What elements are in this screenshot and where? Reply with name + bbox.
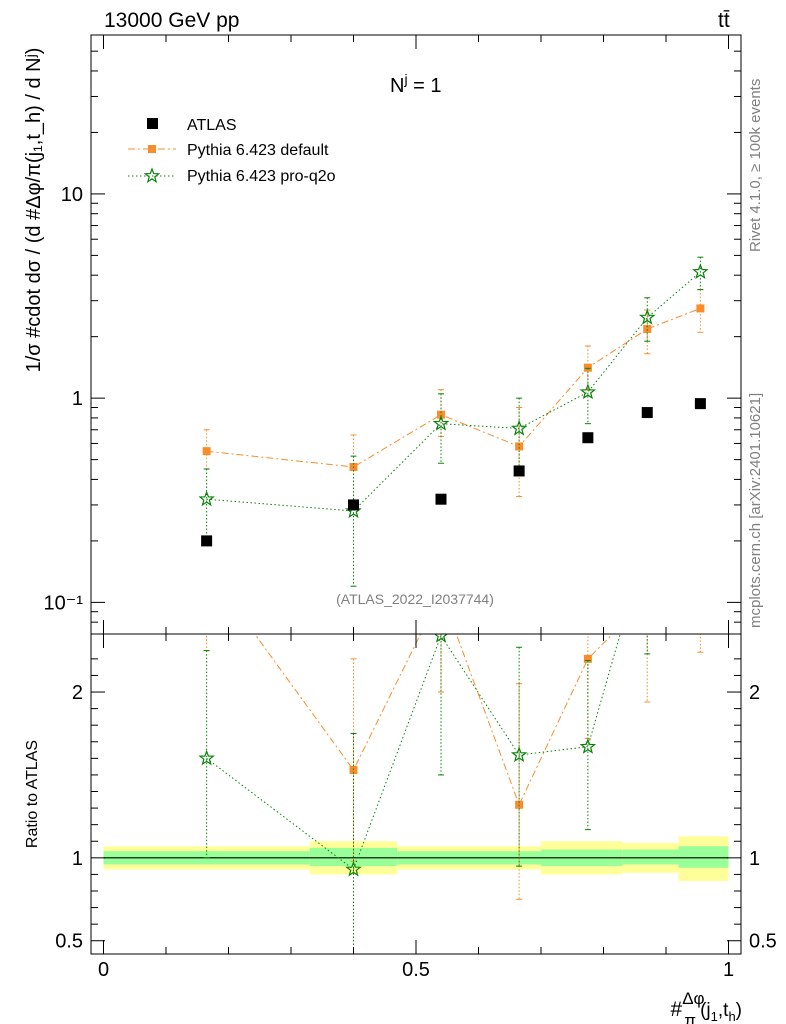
main-y-tick-label: 10⁻¹	[44, 592, 84, 614]
main-point-atlas	[348, 499, 359, 511]
main-point-atlas	[435, 493, 447, 505]
main-point-pythia-6-423-pro-q2o	[692, 263, 709, 279]
ratio-y-axis-label: Ratio to ATLAS	[24, 740, 41, 848]
panel-title: Nj = 1	[390, 71, 442, 97]
rivet-label: Rivet 4.1.0, ≥ 100k events	[747, 79, 764, 252]
ratio-point-pythia-6-423-pro-q2o	[579, 737, 597, 754]
ratio-point-pythia-6-423-default	[696, 534, 704, 542]
ratio-point-pythia-6-423-pro-q2o	[345, 860, 362, 877]
analysis-watermark: (ATLAS_2022_I2037744)	[336, 591, 494, 607]
main-point-pythia-6-423-pro-q2o	[579, 383, 597, 400]
x-tick-label: 1	[723, 959, 734, 981]
main-point-pythia-6-423-pro-q2o	[432, 414, 450, 431]
ratio-y-tick-label-right: 1	[749, 848, 760, 870]
main-point-atlas	[694, 398, 706, 410]
legend-entry-pythia-default: Pythia 6.423 default	[128, 142, 329, 159]
ratio-point-pythia-6-423-pro-q2o	[198, 749, 215, 766]
ratio-y-tick-label: 2	[72, 682, 83, 704]
ratio-point-pythia-6-423-default	[203, 564, 211, 572]
ratio-axis-ticks: 0.5 0.5 1 1 2 2 0 0.5 1	[55, 634, 777, 981]
main-point-pythia-6-423-default	[437, 410, 445, 419]
ratio-line-pythia-6-423-pro-q2o	[206, 634, 621, 871]
ratio-point-pythia-6-423-default	[583, 654, 592, 663]
main-plot-area	[198, 256, 709, 587]
ratio-y-tick-label-right: 2	[749, 682, 760, 704]
ratio-panel: 0.5 0.5 1 1 2 2 0 0.5 1 Ratio to ATLAS #Δφ π (j1,t…	[24, 285, 777, 1024]
main-point-pythia-6-423-default	[583, 363, 592, 372]
ratio-band-inner	[622, 849, 679, 865]
main-y-tick-label: 1	[72, 388, 83, 410]
ratio-point-pythia-6-423-default	[643, 595, 651, 603]
legend-entry-atlas: ATLAS	[147, 117, 237, 134]
main-point-atlas	[641, 407, 653, 419]
legend-marker-atlas	[147, 118, 158, 129]
mcplots-label: mcplots.cern.ch [arXiv:2401.10621]	[747, 393, 764, 628]
main-y-axis-label: 1/σ #cdot dσ / (d #Δφ/π(j₁,t_h) / d Nʲ)	[23, 48, 45, 373]
x-tick-label: 0	[98, 959, 109, 981]
legend-label-pythia-default: Pythia 6.423 default	[187, 142, 329, 159]
main-point-pythia-6-423-pro-q2o	[510, 419, 528, 436]
process-label: tt̄	[718, 9, 730, 32]
ratio-point-pythia-6-423-pro-q2o	[510, 746, 528, 763]
ratio-point-pythia-6-423-pro-q2o	[694, 285, 707, 298]
ratio-point-pythia-6-423-pro-q2o	[641, 533, 654, 546]
ratio-band-inner	[678, 846, 729, 868]
ratio-line-pythia-6-423-default	[254, 634, 614, 807]
main-y-ticks: 10⁻¹ 1 10	[44, 34, 741, 635]
ratio-y-tick-label-right: 0.5	[749, 931, 777, 953]
main-point-pythia-6-423-pro-q2o	[198, 490, 215, 507]
legend-label-atlas: ATLAS	[187, 117, 237, 134]
ratio-point-pythia-6-423-pro-q2o	[433, 634, 449, 643]
main-point-pythia-6-423-default	[696, 304, 705, 313]
legend-marker-pythia-default	[148, 145, 156, 153]
main-point-pythia-6-423-default	[202, 447, 211, 456]
main-point-pythia-6-423-default	[643, 325, 652, 334]
main-panel: 10⁻¹ 1 10 Nj = 1 (ATLAS_2022_I2037744) 1/σ…	[23, 34, 742, 635]
energy-label: 13000 GeV pp	[104, 9, 239, 32]
ratio-plot-area	[103, 285, 729, 954]
legend-entry-pythia-pro-q2o: Pythia 6.423 pro-q2o	[128, 167, 336, 185]
main-point-atlas	[582, 432, 594, 444]
main-y-tick-label: 10	[61, 184, 83, 206]
ratio-y-tick-label: 1	[72, 848, 83, 870]
legend: ATLAS Pythia 6.423 default Pythia 6.423 …	[128, 117, 336, 185]
main-point-atlas	[513, 465, 525, 477]
x-tick-label: 0.5	[402, 959, 430, 981]
x-axis-label: #Δφ π (j1,th)	[671, 989, 742, 1024]
legend-label-pythia-pro-q2o: Pythia 6.423 pro-q2o	[187, 168, 336, 185]
main-line-pythia-6-423-default	[206, 307, 701, 468]
main-point-pythia-6-423-default	[515, 442, 524, 451]
main-point-pythia-6-423-pro-q2o	[638, 308, 656, 325]
ratio-frame	[90, 633, 742, 955]
legend-marker-pythia-pro-q2o	[143, 167, 161, 184]
main-line-pythia-6-423-pro-q2o	[206, 271, 701, 512]
main-point-atlas	[201, 535, 213, 547]
ratio-y-tick-label: 0.5	[55, 931, 83, 953]
